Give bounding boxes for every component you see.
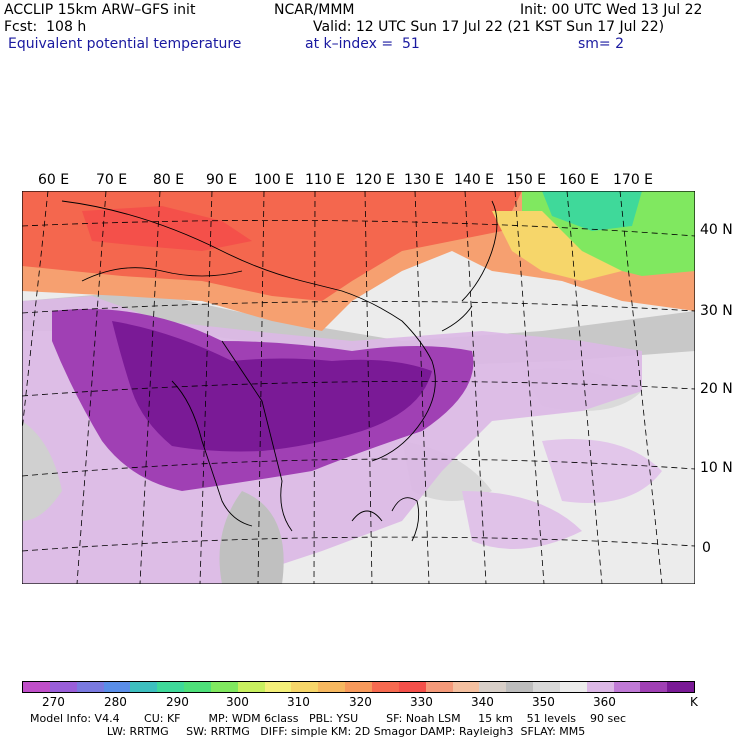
colorbar-swatch (23, 682, 50, 692)
valid-time: Valid: 12 UTC Sun 17 Jul 22 (21 KST Sun … (313, 19, 665, 35)
forecast-hour: Fcst: 108 h (4, 19, 87, 35)
colorbar-tick-310: 310 (287, 695, 310, 709)
model-info-line-2: LW: RRTMG SW: RRTMG DIFF: simple KM: 2D … (30, 725, 586, 738)
colorbar-swatch (157, 682, 185, 692)
init-time: Init: 00 UTC Wed 13 Jul 22 (520, 2, 703, 18)
lon-label-80e: 80 E (153, 172, 185, 188)
colorbar-swatch (49, 682, 77, 692)
colorbar (22, 681, 695, 693)
lat-label-20n: 20 N (700, 381, 733, 397)
lon-label-140e: 140 E (454, 172, 495, 188)
colorbar-swatch (667, 682, 695, 692)
colorbar-swatch (586, 682, 614, 692)
lat-label-0: 0 (702, 540, 711, 556)
colorbar-swatch (452, 682, 480, 692)
colorbar-swatch (371, 682, 399, 692)
colorbar-swatch (559, 682, 587, 692)
lon-label-170e: 170 E (613, 172, 654, 188)
colorbar-swatch (237, 682, 265, 692)
lat-label-40n: 40 N (700, 222, 733, 238)
colorbar-swatch (264, 682, 292, 692)
colorbar-tick-290: 290 (166, 695, 189, 709)
lon-label-110e: 110 E (305, 172, 346, 188)
colorbar-swatch (184, 682, 211, 692)
colorbar-unit: K (690, 695, 698, 709)
lon-label-90e: 90 E (206, 172, 238, 188)
theta-e-map (22, 191, 695, 584)
colorbar-swatch (640, 682, 668, 692)
level-label: at k–index = 51 (305, 36, 420, 52)
colorbar-tick-300: 300 (226, 695, 249, 709)
lat-label-10n: 10 N (700, 460, 733, 476)
colorbar-tick-360: 360 (593, 695, 616, 709)
colorbar-swatch (210, 682, 238, 692)
lon-label-70e: 70 E (96, 172, 128, 188)
colorbar-swatch (425, 682, 453, 692)
colorbar-tick-270: 270 (42, 695, 65, 709)
colorbar-tick-350: 350 (532, 695, 555, 709)
colorbar-swatch (291, 682, 319, 692)
colorbar-swatch (533, 682, 560, 692)
lon-label-150e: 150 E (506, 172, 547, 188)
colorbar-tick-340: 340 (471, 695, 494, 709)
colorbar-swatch (613, 682, 641, 692)
model-info-line-1: Model Info: V4.4 CU: KF MP: WDM 6class P… (30, 712, 627, 725)
smoothing-label: sm= 2 (578, 36, 625, 52)
org-label: NCAR/MMM (274, 2, 355, 18)
colorbar-swatch (506, 682, 534, 692)
colorbar-swatch (398, 682, 426, 692)
colorbar-swatch (103, 682, 131, 692)
lon-label-60e: 60 E (38, 172, 70, 188)
lon-label-120e: 120 E (355, 172, 396, 188)
lon-label-130e: 130 E (404, 172, 445, 188)
colorbar-swatch (479, 682, 507, 692)
model-title: ACCLIP 15km ARW–GFS init (4, 2, 196, 18)
colorbar-tick-330: 330 (410, 695, 433, 709)
colorbar-swatch (76, 682, 104, 692)
colorbar-tick-280: 280 (104, 695, 127, 709)
colorbar-swatch (318, 682, 346, 692)
lon-label-100e: 100 E (254, 172, 295, 188)
colorbar-tick-320: 320 (349, 695, 372, 709)
colorbar-swatch (345, 682, 372, 692)
lon-label-160e: 160 E (559, 172, 600, 188)
field-name: Equivalent potential temperature (8, 36, 242, 52)
colorbar-swatch (130, 682, 158, 692)
lat-label-30n: 30 N (700, 303, 733, 319)
